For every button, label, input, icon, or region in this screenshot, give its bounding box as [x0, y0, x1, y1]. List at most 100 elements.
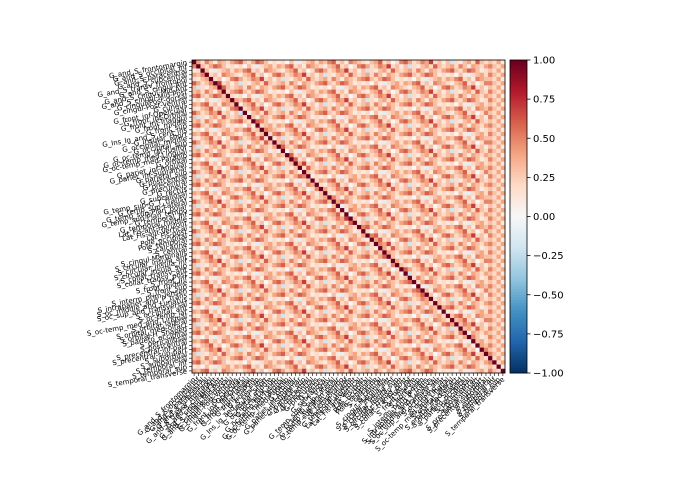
cell	[251, 237, 256, 243]
cell	[407, 284, 413, 289]
cell	[251, 165, 256, 171]
cell	[331, 296, 337, 302]
cell	[395, 309, 400, 315]
cell	[428, 275, 434, 281]
cell	[272, 237, 277, 243]
cell	[454, 246, 459, 251]
cell	[225, 153, 231, 158]
cell	[323, 93, 328, 99]
cell	[369, 93, 375, 99]
cell	[340, 102, 345, 107]
cell	[475, 85, 480, 90]
cell	[331, 169, 337, 175]
cell	[196, 106, 201, 112]
cell	[217, 102, 222, 107]
cell	[297, 191, 303, 196]
cell	[424, 212, 430, 217]
cell	[356, 229, 362, 234]
cell	[230, 271, 235, 277]
cell	[373, 174, 379, 179]
cell	[386, 220, 392, 226]
cell	[217, 212, 222, 217]
cell	[297, 246, 303, 251]
cell	[318, 131, 324, 137]
cell	[395, 169, 400, 175]
cell	[390, 178, 396, 183]
cell	[327, 119, 332, 124]
cell	[293, 199, 299, 205]
cell	[500, 157, 506, 162]
cell	[411, 106, 417, 112]
cell	[441, 208, 447, 213]
cell	[335, 81, 341, 86]
cell	[204, 186, 210, 192]
cell	[420, 237, 425, 243]
cell	[479, 334, 485, 340]
cell	[285, 169, 290, 175]
cell	[285, 313, 290, 319]
cell	[365, 254, 370, 260]
cell	[445, 144, 451, 150]
cell	[471, 334, 476, 340]
cell	[479, 165, 485, 171]
cell	[259, 93, 265, 99]
cell	[500, 131, 506, 137]
cell	[395, 131, 400, 137]
cell	[208, 85, 214, 90]
cell	[496, 127, 502, 133]
cell	[192, 114, 197, 120]
cell	[390, 93, 396, 99]
cell	[246, 153, 252, 158]
cell	[335, 220, 341, 226]
cell	[475, 279, 480, 285]
cell	[475, 203, 480, 209]
cell	[492, 318, 497, 323]
cell	[268, 237, 273, 243]
cell	[458, 76, 464, 82]
cell	[280, 254, 286, 260]
cell	[433, 309, 438, 315]
cell	[259, 119, 265, 124]
cell	[386, 229, 392, 234]
cell	[272, 313, 277, 319]
cell	[500, 123, 506, 128]
cell	[433, 254, 438, 260]
cell	[297, 153, 303, 158]
cell	[272, 279, 277, 285]
cell	[293, 313, 299, 319]
cell	[445, 191, 451, 196]
cell	[399, 305, 404, 310]
cell	[318, 81, 324, 86]
cell	[492, 313, 497, 319]
cell	[466, 60, 472, 65]
cell	[323, 271, 328, 277]
cell	[234, 178, 239, 183]
cell	[454, 326, 459, 332]
cell	[259, 296, 265, 302]
cell	[382, 89, 387, 95]
cell	[344, 93, 349, 99]
cell	[424, 233, 430, 238]
cell	[331, 93, 337, 99]
cell	[297, 343, 303, 348]
cell	[327, 153, 332, 158]
cell	[213, 110, 218, 116]
cell	[373, 216, 379, 222]
cell	[450, 267, 455, 272]
cell	[242, 305, 248, 310]
cell	[335, 119, 341, 124]
cell	[230, 284, 235, 289]
cell	[416, 322, 421, 327]
cell	[251, 93, 256, 99]
cell	[289, 199, 294, 205]
cell	[280, 309, 286, 315]
cell	[331, 343, 337, 348]
cell	[395, 258, 400, 264]
cell	[238, 102, 244, 107]
cell	[335, 288, 341, 293]
cell	[225, 72, 231, 78]
cell	[306, 89, 311, 95]
cell	[344, 203, 349, 209]
cell	[259, 233, 265, 238]
cell	[327, 114, 332, 120]
